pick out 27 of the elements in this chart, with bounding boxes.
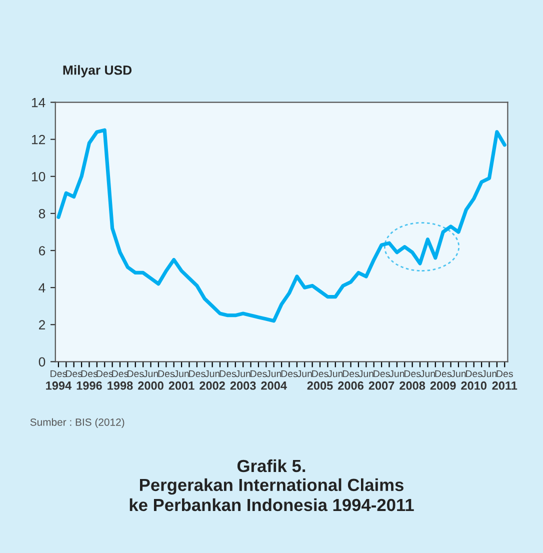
y-tick-label: 12 — [32, 134, 46, 144]
x-tick-label: Des — [128, 370, 144, 378]
text: Pergerakan International Claims ke Perbankan Indonesia 1994-2011 — [130, 478, 414, 512]
x-tick-label: Jun — [389, 370, 404, 378]
text: Sumber : BIS (2012) — [30, 418, 124, 428]
x-tick-label: Des — [250, 370, 267, 378]
x-tick-label: Des — [189, 370, 206, 378]
y-tick-label: 6 — [38, 246, 46, 256]
x-tick-label: Jun — [450, 370, 466, 378]
x-tick-label: Jun — [296, 370, 312, 378]
y-tick-label: 10 — [32, 172, 46, 182]
y-tick-label: 14 — [32, 98, 46, 108]
x-tick-label: Jun — [328, 370, 343, 378]
text: Grafik 5. — [237, 459, 306, 472]
y-tick-label: 2 — [38, 320, 45, 330]
y-tick-label: 4 — [38, 283, 46, 292]
x-tick-label: Des — [158, 370, 174, 378]
x-tick-label: Des — [281, 370, 298, 378]
x-tick-label: Des — [220, 370, 236, 378]
x-tick-label: Jun — [482, 370, 496, 378]
x-tick-label: Jun — [420, 370, 435, 378]
y-tick-label: 0 — [38, 357, 46, 367]
y-axis-title: Milyar USD — [63, 65, 132, 78]
x-tick-label: Jun — [358, 370, 374, 378]
line-series — [56, 128, 506, 323]
x-tick-label: Des — [96, 370, 113, 378]
y-tick-label: 8 — [38, 209, 46, 218]
